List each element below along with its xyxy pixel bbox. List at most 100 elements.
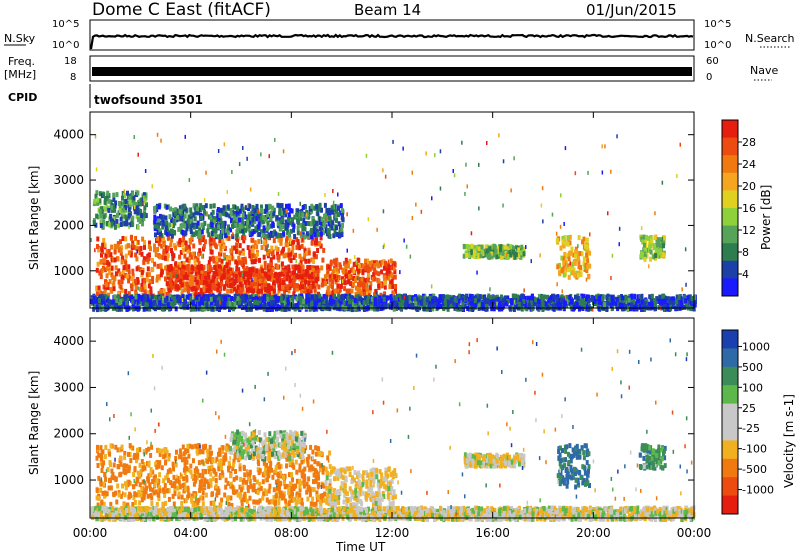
data-cell [289,228,293,234]
data-cell [320,227,324,233]
data-cell [268,233,272,239]
data-cell [124,236,128,242]
data-cell [99,223,103,228]
data-cell [323,214,326,219]
data-cell [180,222,184,228]
nave-tick-bottom: 0 [706,72,712,83]
data-cell [178,237,182,243]
data-cell [260,204,263,210]
data-cell [561,235,565,241]
data-cell [240,277,244,283]
data-cell [113,243,117,249]
data-cell [106,285,110,291]
data-cell [585,237,589,243]
data-cell [372,300,376,306]
data-cell [182,235,186,240]
data-cell [127,264,131,270]
data-cell [541,298,544,304]
data-cell [313,287,317,293]
data-cell [208,295,212,301]
data-cell [107,252,111,258]
data-cell [114,265,118,271]
data-cell [305,250,309,256]
data-cell [254,281,258,287]
data-cell [297,285,301,290]
data-cell [425,306,429,312]
data-cell [367,295,370,300]
data-cell [662,240,666,246]
data-cell [586,247,590,253]
data-cell [558,262,561,268]
data-cell [198,230,202,236]
data-cell [661,236,665,242]
data-cell [285,238,288,244]
data-cell [372,272,376,278]
data-cell [366,264,370,270]
data-cell [230,255,234,261]
data-cell [256,277,259,283]
data-cell [504,300,508,306]
data-cell [241,235,245,241]
data-cell [124,253,128,259]
data-cell [298,211,302,216]
data-cell [373,276,377,282]
data-cell [162,236,165,242]
data-cell [140,251,144,257]
data-cell [142,259,146,265]
data-cell [376,298,379,304]
data-cell [514,252,518,257]
data-cell [156,263,160,269]
data-cell [335,218,338,223]
data-cell [208,264,212,270]
data-cell [517,247,521,253]
data-cell [562,260,566,266]
data-cell [327,291,331,297]
data-cell [347,288,351,294]
data-cell [137,246,141,252]
data-cell [153,243,156,249]
data-cell [207,260,211,265]
data-cell [661,293,665,299]
data-cell [490,248,494,254]
data-cell [124,207,128,213]
data-cell [269,257,273,263]
data-cell [511,249,515,255]
data-cell [110,303,114,309]
data-cell [161,224,165,230]
data-cell [488,246,492,252]
data-cell [251,253,255,259]
data-cell [353,278,357,284]
data-cell [641,239,645,245]
data-cell [368,285,372,291]
data-cell [231,245,234,251]
data-cell [180,300,184,306]
data-cell [213,242,217,248]
data-cell [195,203,199,209]
data-cell [189,207,193,213]
data-cell [116,256,119,262]
data-cell [661,252,665,258]
data-cell [276,255,280,260]
data-cell [663,307,666,312]
data-cell [100,247,104,253]
data-cell [318,241,322,247]
data-cell [655,248,659,254]
data-cell [174,306,178,312]
data-cell [373,306,377,312]
data-cell [643,256,647,262]
data-cell [277,288,281,294]
data-cell [605,300,609,306]
data-cell [629,294,633,300]
data-cell [299,222,303,228]
data-cell [139,201,143,207]
data-cell [582,293,586,299]
data-cell [216,287,220,293]
data-cell [222,244,226,250]
data-cell [176,285,180,291]
data-cell [340,215,344,220]
data-cell [280,203,284,209]
data-cell [672,300,675,306]
data-cell [172,218,176,224]
data-cell [558,270,561,276]
data-cell [131,268,135,274]
